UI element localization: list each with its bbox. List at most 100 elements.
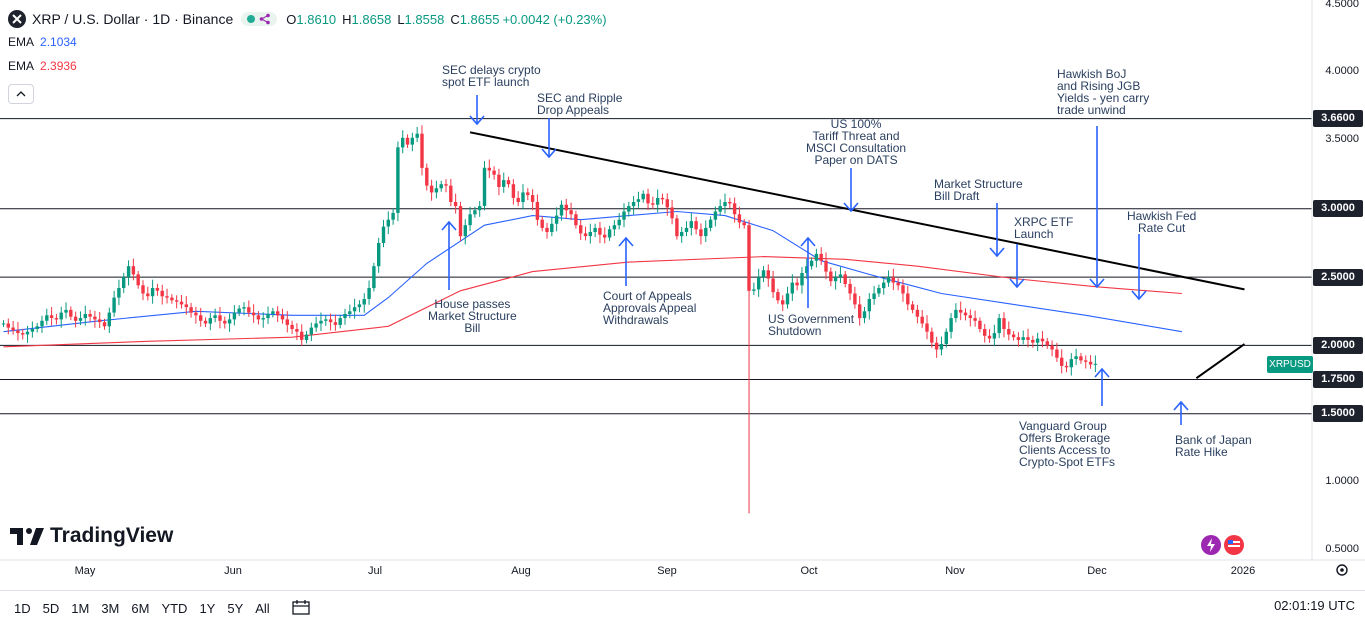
candle-body bbox=[1, 323, 6, 325]
candle-body bbox=[963, 312, 968, 316]
candle-body bbox=[1035, 338, 1040, 343]
utc-clock[interactable]: 02:01:19 UTC bbox=[1274, 598, 1355, 613]
bottom-toolbar: 1D 5D 1M 3M 6M YTD 1Y 5Y All bbox=[0, 590, 1365, 625]
candle-body bbox=[386, 219, 390, 227]
candle-body bbox=[146, 293, 150, 297]
time-tick: Oct bbox=[800, 565, 818, 577]
candle-body bbox=[588, 232, 592, 237]
candle-body bbox=[833, 277, 838, 282]
candle-body bbox=[747, 225, 751, 291]
timeframe-1m-button[interactable]: 1M bbox=[71, 600, 90, 616]
symbol-price-label: XRPUSD bbox=[1267, 356, 1313, 373]
candle-body bbox=[425, 167, 429, 186]
arrow-up-icon bbox=[1094, 367, 1110, 378]
candle-body bbox=[21, 333, 25, 335]
candle-body bbox=[891, 277, 895, 283]
candle-body bbox=[64, 309, 68, 313]
timeframe-1y-button[interactable]: 1Y bbox=[199, 600, 216, 616]
candle-body bbox=[843, 274, 847, 284]
candle-body bbox=[362, 299, 366, 305]
candle-body bbox=[179, 301, 184, 305]
timeframe-5y-button[interactable]: 5Y bbox=[227, 600, 244, 616]
candle-body bbox=[319, 320, 323, 324]
timeframe-3m-button[interactable]: 3M bbox=[101, 600, 120, 616]
level-label-3000[interactable]: 3.0000 bbox=[1313, 200, 1363, 217]
candle-body bbox=[1002, 318, 1006, 329]
candle-body bbox=[420, 133, 424, 168]
candle-body bbox=[680, 232, 684, 237]
arrow-down-icon bbox=[469, 115, 485, 126]
candle-body bbox=[473, 210, 477, 215]
symbol-title[interactable]: XRP / U.S. Dollar · 1D · Binance bbox=[32, 11, 234, 27]
candle-body bbox=[78, 318, 83, 321]
candle-body bbox=[122, 277, 126, 288]
candle-body bbox=[737, 214, 742, 223]
candle-body bbox=[223, 320, 227, 324]
timeframe-all-button[interactable]: All bbox=[255, 600, 270, 616]
time-tick: Jul bbox=[367, 565, 383, 577]
candle-body bbox=[656, 197, 660, 205]
high-label: H bbox=[342, 11, 352, 27]
timeframe-5d-button[interactable]: 5D bbox=[42, 600, 60, 616]
candle-body bbox=[1040, 338, 1045, 342]
price-tick: 3.5000 bbox=[1325, 133, 1359, 145]
candle-body bbox=[295, 329, 299, 332]
candle-body bbox=[271, 311, 275, 314]
candle-body bbox=[141, 285, 145, 294]
live-dot-icon bbox=[247, 15, 256, 23]
price-tick: 4.0000 bbox=[1325, 65, 1359, 77]
arrow-down-icon bbox=[843, 202, 859, 213]
candle-body bbox=[1064, 365, 1069, 368]
candle-body bbox=[718, 206, 722, 212]
arrow-down-icon bbox=[1131, 290, 1147, 301]
candle-body bbox=[809, 260, 814, 267]
tradingview-wordmark: TradingView bbox=[50, 524, 174, 547]
candle-body bbox=[372, 266, 376, 289]
candle-body bbox=[1093, 363, 1098, 365]
candle-body bbox=[117, 288, 121, 298]
candle-body bbox=[987, 335, 992, 339]
candle-body bbox=[352, 307, 357, 312]
chart-settings-gear-icon[interactable] bbox=[1335, 563, 1349, 580]
lightning-icon[interactable] bbox=[1201, 535, 1221, 555]
timeframe-ytd-button[interactable]: YTD bbox=[161, 600, 188, 616]
candle-body bbox=[545, 227, 549, 232]
ema-slow-legend[interactable]: EMA 2.3936 bbox=[8, 54, 610, 78]
level-label-2000[interactable]: 2.0000 bbox=[1313, 337, 1363, 354]
timeframe-6m-button[interactable]: 6M bbox=[131, 600, 150, 616]
candle-body bbox=[449, 185, 453, 202]
candle-body bbox=[333, 322, 338, 325]
collapse-legend-button[interactable] bbox=[8, 84, 34, 104]
candle-body bbox=[540, 219, 544, 228]
candle-body bbox=[853, 293, 857, 305]
candle-body bbox=[930, 331, 934, 343]
level-label-2500[interactable]: 2.5000 bbox=[1313, 269, 1363, 286]
candle-body bbox=[1031, 339, 1035, 343]
candle-body bbox=[574, 214, 578, 226]
us-flag-icon[interactable] bbox=[1224, 535, 1244, 555]
candle-body bbox=[300, 331, 304, 340]
candle-body bbox=[1016, 337, 1021, 340]
ema-fast-legend[interactable]: EMA 2.1034 bbox=[8, 30, 610, 54]
level-label-3660[interactable]: 3.6600 bbox=[1313, 110, 1363, 127]
candle-body bbox=[45, 315, 49, 321]
timeframe-1d-button[interactable]: 1D bbox=[14, 600, 31, 616]
market-status-badge[interactable] bbox=[241, 12, 278, 26]
date-range-calendar-icon[interactable] bbox=[286, 599, 316, 618]
arrow-up-icon bbox=[800, 236, 816, 247]
share-icon bbox=[259, 13, 271, 25]
candle-body bbox=[631, 202, 636, 207]
candle-body bbox=[651, 203, 655, 205]
chevron-up-icon bbox=[16, 91, 26, 97]
change-value: +0.0042 (+0.23%) bbox=[502, 11, 607, 27]
candle-body bbox=[781, 300, 785, 305]
time-tick: Jun bbox=[224, 565, 242, 577]
level-label-1500[interactable]: 1.5000 bbox=[1313, 405, 1363, 422]
level-label-1750[interactable]: 1.7500 bbox=[1313, 371, 1363, 388]
arrow-up-icon bbox=[1173, 400, 1189, 411]
candle-body bbox=[603, 234, 607, 238]
low-label: L bbox=[397, 11, 405, 27]
arrow-down-icon bbox=[1009, 278, 1025, 289]
candle-body bbox=[617, 219, 621, 226]
